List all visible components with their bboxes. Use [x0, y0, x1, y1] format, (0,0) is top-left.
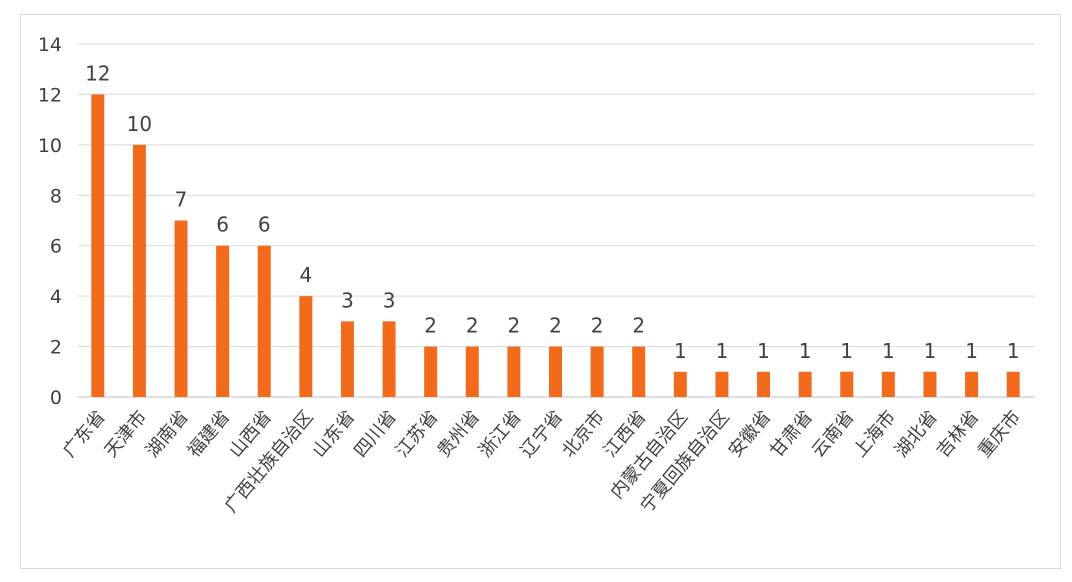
- bar: [965, 371, 979, 397]
- x-category-label: 湖北省: [891, 407, 942, 462]
- data-label: 10: [127, 112, 152, 136]
- data-label: 6: [216, 213, 229, 237]
- bar: [798, 371, 812, 397]
- y-tick-label: 14: [38, 34, 62, 56]
- data-label: 1: [757, 339, 770, 363]
- x-category-label: 安徽省: [725, 407, 776, 462]
- y-tick-label: 10: [38, 135, 62, 157]
- data-label: 2: [508, 314, 521, 338]
- x-category-label: 吉林省: [933, 407, 984, 462]
- data-label: 1: [799, 339, 812, 363]
- data-label: 2: [466, 314, 479, 338]
- x-category-label: 福建省: [184, 407, 235, 462]
- bar: [549, 346, 562, 397]
- bar: [673, 371, 687, 397]
- x-category-label: 江苏省: [392, 407, 443, 462]
- data-label: 2: [632, 314, 645, 338]
- data-label: 1: [716, 339, 729, 363]
- x-category-label: 重庆市: [974, 407, 1025, 462]
- data-label: 3: [383, 288, 396, 312]
- data-label: 2: [424, 314, 437, 338]
- x-category-label: 山东省: [308, 407, 359, 462]
- y-tick-label: 12: [38, 84, 62, 106]
- y-tick-label: 8: [50, 185, 62, 207]
- y-tick-label: 2: [50, 337, 62, 359]
- data-label: 1: [924, 339, 937, 363]
- bar: [632, 346, 646, 397]
- bar: [1006, 371, 1020, 397]
- data-label: 1: [1007, 339, 1020, 363]
- bar: [340, 321, 354, 397]
- data-label: 3: [341, 288, 354, 312]
- x-category-label: 浙江省: [475, 407, 526, 462]
- y-tick-label: 4: [50, 286, 62, 308]
- x-category-label: 甘肃省: [766, 407, 817, 462]
- x-category-label: 上海市: [849, 407, 900, 462]
- x-category-label: 云南省: [808, 407, 859, 462]
- bar: [840, 371, 854, 397]
- y-tick-label: 6: [50, 236, 62, 258]
- y-tick-label: 0: [50, 387, 62, 409]
- data-label: 4: [299, 263, 312, 287]
- data-label: 1: [840, 339, 853, 363]
- bar: [216, 245, 230, 397]
- x-category-label: 湖南省: [142, 407, 193, 462]
- data-label: 7: [175, 188, 188, 212]
- bar: [757, 371, 771, 397]
- bar: [91, 94, 105, 397]
- data-label: 2: [549, 314, 562, 338]
- data-label: 12: [85, 61, 110, 85]
- x-category-label: 北京市: [558, 407, 609, 462]
- bar: [299, 296, 313, 397]
- x-category-label: 贵州省: [433, 407, 484, 462]
- bar: [507, 346, 521, 397]
- bar: [424, 346, 438, 397]
- x-category-label: 四川省: [350, 407, 401, 462]
- bar: [465, 346, 479, 397]
- data-label: 1: [965, 339, 978, 363]
- x-category-label: 辽宁省: [517, 407, 568, 462]
- bar: [382, 321, 396, 397]
- bar: [881, 371, 895, 397]
- bar: [590, 346, 604, 397]
- bar: [715, 371, 729, 397]
- data-label: 2: [591, 314, 604, 338]
- bar: [132, 144, 146, 397]
- bar: [174, 220, 188, 397]
- data-label: 1: [674, 339, 687, 363]
- bar: [257, 245, 271, 397]
- x-category-label: 广东省: [59, 407, 110, 462]
- x-category-label: 天津市: [100, 407, 151, 462]
- chart-frame: [20, 14, 1061, 569]
- data-label: 1: [882, 339, 895, 363]
- bar: [923, 371, 937, 397]
- data-label: 6: [258, 213, 271, 237]
